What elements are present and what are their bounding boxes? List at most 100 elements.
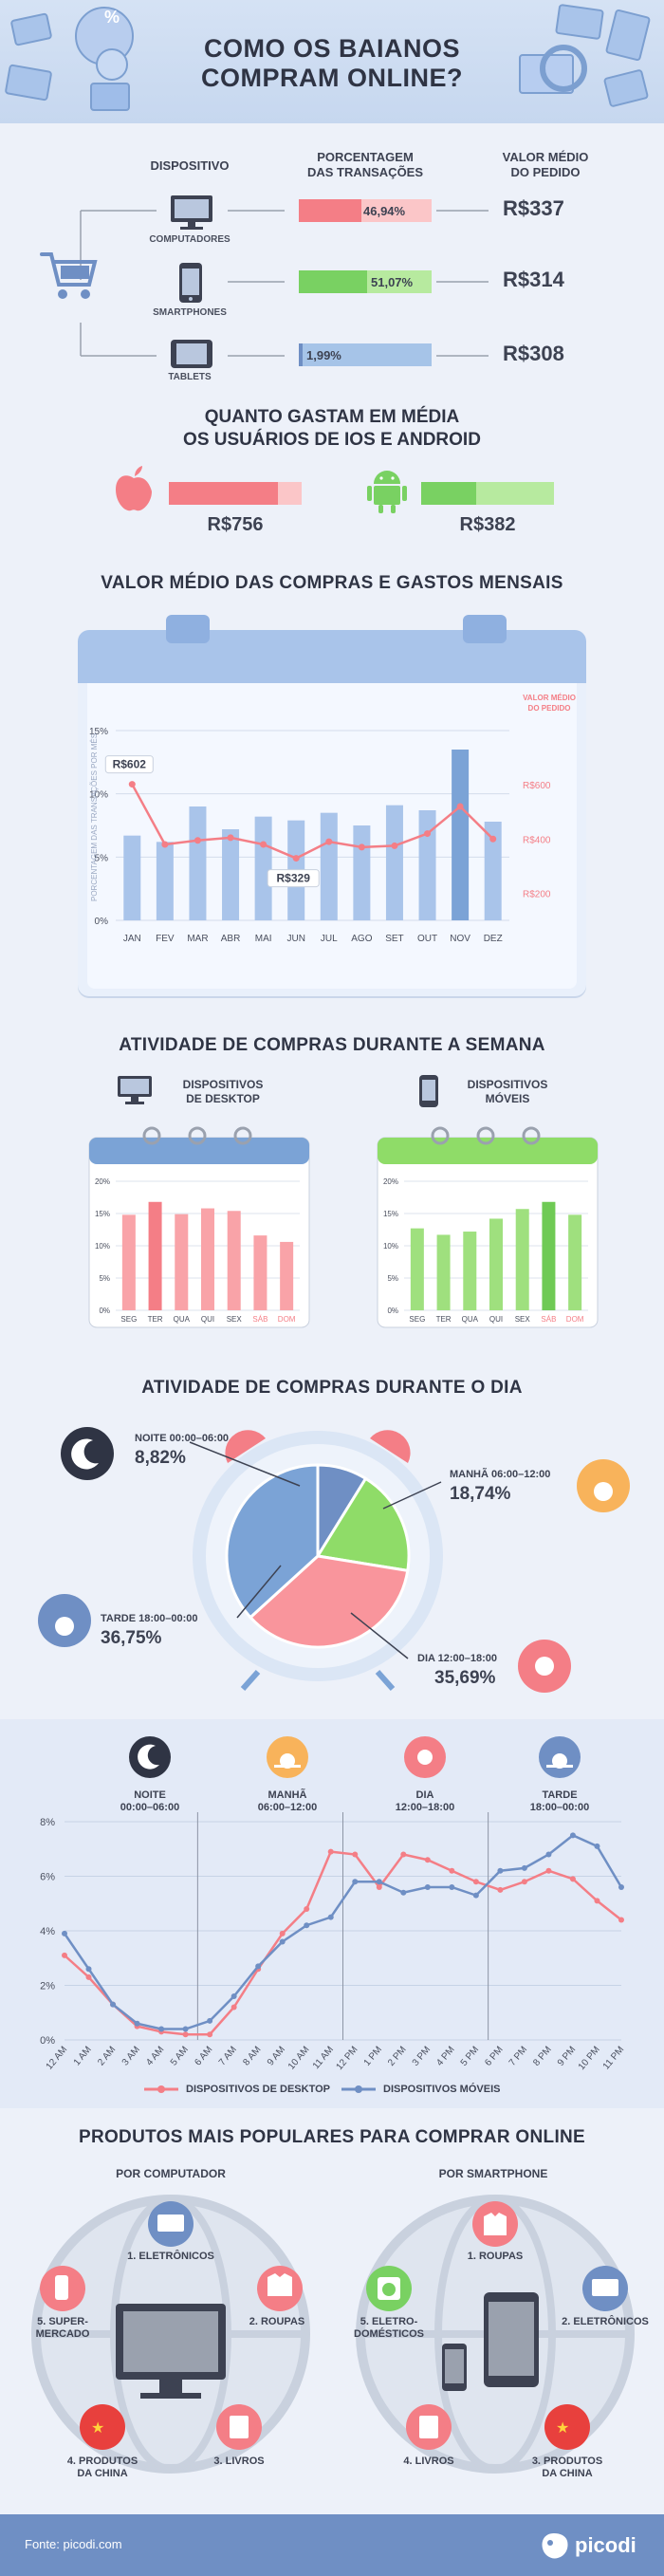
- x-tick-label: SÁB: [541, 1315, 556, 1324]
- period-manha: MANHÃ 06:00–12:00: [240, 1789, 335, 1814]
- bar: [489, 1218, 503, 1310]
- pie-leader-line: [236, 1565, 282, 1619]
- x-tick-label: QUA: [462, 1315, 479, 1324]
- x-tick-label: 4 PM: [434, 2045, 456, 2068]
- device-share-bar-tablets: 1,99%: [299, 343, 432, 366]
- pie-value-manha: 18,74%: [450, 1484, 511, 1504]
- y-tick-label: 5%: [387, 1274, 398, 1283]
- x-tick-label: 10 AM: [286, 2045, 312, 2072]
- device-row-name: TABLETS: [168, 372, 212, 382]
- picodi-logo-icon: [542, 2533, 568, 2559]
- x-tick-label: 6 AM: [193, 2045, 214, 2068]
- bar: [484, 822, 502, 920]
- order-value-point: [161, 841, 169, 848]
- bar: [353, 825, 371, 920]
- device-avg-value: R$314: [503, 268, 564, 291]
- series-point: [231, 2004, 237, 2011]
- series-point: [449, 1884, 455, 1890]
- period-l2: 00:00–06:00: [120, 1802, 180, 1813]
- bar: [463, 1232, 477, 1310]
- pie-label-tarde: TARDE 18:00–00:00: [101, 1613, 198, 1624]
- series-point: [158, 2026, 165, 2032]
- x-tick-label: AGO: [351, 934, 372, 944]
- callout-min: R$329: [277, 872, 311, 885]
- y-tick-label: 0%: [387, 1307, 398, 1315]
- phone-item-4: 4. LIVROS: [403, 2456, 454, 2467]
- period-tarde: TARDE 18:00–00:00: [512, 1789, 607, 1814]
- series-point: [497, 1867, 504, 1874]
- legend-mobile: DISPOSITIVOS MÓVEIS: [383, 2084, 501, 2095]
- hourly-line-chart: 0%2%4%6%8%12 AM 1 AM 2 AM 3 AM 4 AM 5 AM 6 AM 7…: [40, 1812, 626, 2072]
- callout-max: R$602: [113, 758, 147, 771]
- series-point: [182, 2031, 189, 2038]
- device-avg-value: R$308: [503, 342, 564, 365]
- bar: [436, 1234, 451, 1310]
- order-value-point: [424, 830, 432, 838]
- ios-value: R$756: [207, 514, 264, 535]
- x-tick-label: 2 PM: [386, 2045, 408, 2068]
- x-tick-label: SÁB: [252, 1315, 267, 1324]
- smartphone-icon: [179, 263, 202, 303]
- desktop-monitor-icon: [118, 1076, 152, 1104]
- order-value-point: [456, 803, 464, 810]
- svg-text:★: ★: [91, 2420, 104, 2437]
- x-tick-label: DOM: [566, 1315, 584, 1324]
- series-line: [64, 1850, 622, 2036]
- order-value-point: [128, 781, 136, 788]
- mobile-weekly-chart: 0% 5% 10% 15% 20% SEG TER QUA QUI SEX SÁB DOM: [377, 1126, 599, 1328]
- device-share-label: 51,07%: [371, 275, 414, 289]
- x-tick-label: TER: [436, 1315, 452, 1324]
- legend-mobile-swatch: [341, 2085, 376, 2093]
- x-tick-label: TER: [148, 1315, 163, 1324]
- series-point: [497, 1886, 504, 1893]
- order-value-point: [489, 835, 497, 843]
- order-value-point: [260, 841, 267, 848]
- period-l2: 06:00–12:00: [257, 1802, 318, 1813]
- series-point: [352, 1851, 359, 1858]
- bar: [189, 806, 207, 920]
- series-point: [85, 1974, 92, 1980]
- weekly-desktop-title: DISPOSITIVOS DE DESKTOP: [161, 1078, 285, 1106]
- series-point: [182, 2026, 189, 2032]
- x-tick-label: QUI: [201, 1315, 214, 1324]
- svg-text:★: ★: [556, 2420, 569, 2437]
- y-axis-label: PORCENTAGEM DAS TRANSAÇÕES POR MÊS: [90, 733, 99, 901]
- device-share-label: 1,99%: [306, 348, 341, 362]
- monthly-right-label: VALOR MÉDIO DO PEDIDO: [507, 693, 592, 713]
- bar: [254, 816, 272, 920]
- bar: [320, 812, 338, 920]
- pie-slice: [248, 1554, 410, 1649]
- series-point: [110, 2001, 117, 2008]
- y-tick-label: 4%: [40, 1926, 55, 1937]
- weekly-mobile-title: DISPOSITIVOS MÓVEIS: [446, 1078, 569, 1106]
- callout-box: [104, 755, 154, 774]
- x-tick-label: JUN: [286, 934, 304, 944]
- x-tick-label: 8 PM: [531, 2045, 553, 2068]
- y-tick-label: 8%: [40, 1817, 55, 1828]
- series-point: [207, 2031, 213, 2038]
- series-point: [207, 2017, 213, 2024]
- order-value-point: [391, 842, 398, 849]
- series-point: [618, 1917, 624, 1923]
- products-globes: ★ ★: [31, 2195, 635, 2474]
- title-line-2: COMPRAM ONLINE?: [201, 64, 463, 92]
- products-phone-title: POR SMARTPHONE: [438, 2167, 548, 2180]
- ios-spend-bar: [169, 482, 302, 505]
- device-share-label: 46,94%: [363, 204, 406, 218]
- series-point: [569, 1876, 576, 1882]
- mobile-phone-icon: [419, 1075, 438, 1107]
- y-tick-label: 6%: [40, 1872, 55, 1883]
- pie-leader-line: [189, 1441, 301, 1487]
- hourly-period-icons: [129, 1736, 581, 1778]
- x-tick-label: QUI: [489, 1315, 503, 1324]
- series-point: [85, 1966, 92, 1973]
- pie-leader-line: [350, 1612, 409, 1659]
- computer-item-1: 1. ELETRÔNICOS: [127, 2251, 214, 2262]
- x-tick-label: 12 PM: [335, 2045, 360, 2072]
- calendar-ring: [431, 1126, 450, 1145]
- order-value-point: [194, 837, 201, 844]
- order-value-point: [227, 834, 234, 842]
- calendar-ring-right: [463, 615, 507, 643]
- pie-label-noite: NOITE 00:00–06:00: [135, 1433, 230, 1444]
- bar: [542, 1201, 556, 1310]
